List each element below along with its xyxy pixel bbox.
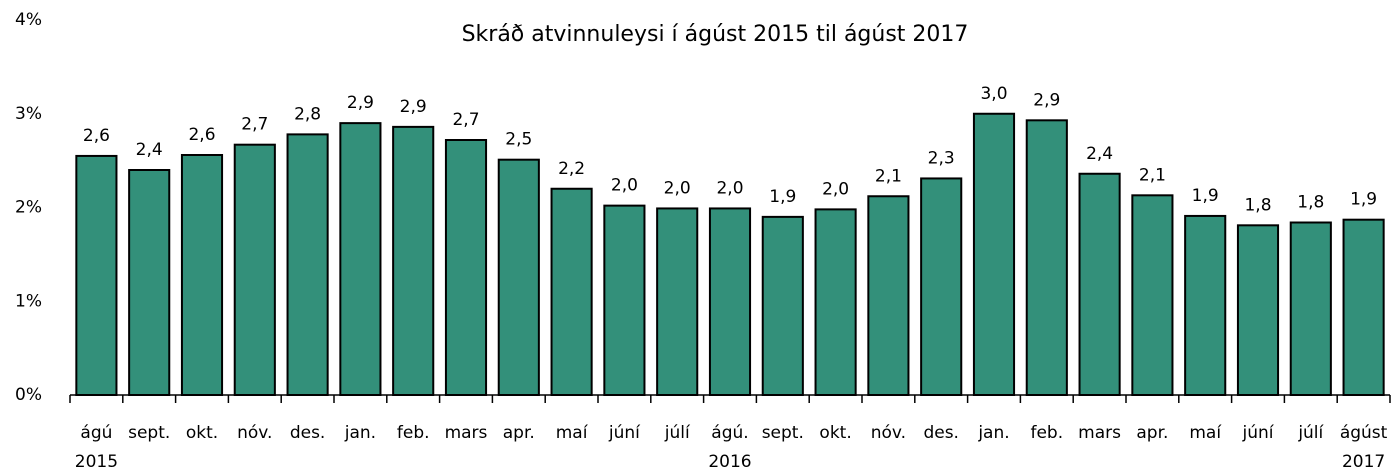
y-tick-label: 3% — [15, 104, 42, 124]
value-label: 2,0 — [664, 178, 691, 198]
year-label: 2015 — [75, 452, 118, 472]
bar — [392, 125, 435, 396]
value-label: 2,4 — [136, 140, 163, 160]
value-label: 2,8 — [294, 104, 321, 124]
bar — [180, 154, 224, 396]
value-label: 2,0 — [716, 178, 743, 198]
bar — [814, 208, 857, 396]
value-label: 2,6 — [188, 125, 215, 145]
year-label: 2016 — [708, 452, 751, 472]
bar — [867, 195, 910, 396]
x-tick-label: feb. — [397, 423, 430, 443]
value-label: 2,6 — [83, 126, 110, 146]
x-tick-label: apr. — [1136, 423, 1168, 443]
value-label: 1,8 — [1244, 195, 1271, 215]
x-tick-label: maí — [1189, 423, 1222, 443]
bar — [761, 215, 804, 396]
x-tick-label: júlí — [664, 423, 691, 443]
value-label: 2,1 — [1139, 165, 1166, 185]
bar — [1236, 224, 1280, 396]
x-tick-label: sept. — [762, 423, 804, 443]
x-tick-label: jan. — [344, 423, 376, 443]
x-tick-label: ágúst — [1340, 423, 1388, 443]
y-tick-label: 2% — [15, 198, 42, 218]
value-label: 2,4 — [1086, 144, 1113, 164]
value-label: 3,0 — [980, 84, 1007, 104]
bar — [233, 143, 276, 396]
x-tick-label: júlí — [1297, 423, 1324, 443]
value-label: 1,9 — [1350, 190, 1377, 210]
value-label: 2,9 — [400, 97, 427, 117]
value-label: 2,5 — [505, 130, 532, 150]
y-tick-label: 1% — [15, 291, 42, 311]
value-label: 2,7 — [452, 110, 479, 130]
bar — [1025, 119, 1068, 396]
bar — [656, 207, 699, 396]
x-tick-label: feb. — [1030, 423, 1063, 443]
bar — [1289, 221, 1332, 396]
value-label: 1,8 — [1297, 193, 1324, 213]
bar — [339, 122, 382, 396]
value-label: 2,9 — [1033, 90, 1060, 110]
x-tick-label: apr. — [503, 423, 535, 443]
chart-title: Skráð atvinnuleysi í ágúst 2015 til ágús… — [462, 22, 969, 47]
x-tick-label: des. — [290, 423, 326, 443]
bar — [1078, 172, 1121, 396]
value-label: 2,0 — [611, 176, 638, 196]
x-tick-label: maí — [556, 423, 589, 443]
value-label: 2,1 — [875, 166, 902, 186]
x-tick-label: mars — [445, 423, 488, 443]
y-tick-label: 0% — [15, 385, 42, 405]
value-label: 1,9 — [769, 187, 796, 207]
bar — [75, 154, 118, 396]
value-label: 2,0 — [822, 179, 849, 199]
bar — [128, 169, 171, 396]
value-label: 1,9 — [1192, 186, 1219, 206]
year-label: 2017 — [1342, 452, 1385, 472]
bar — [1342, 218, 1385, 396]
value-label: 2,7 — [241, 115, 268, 135]
bar — [920, 177, 963, 396]
x-tick-label: des. — [923, 423, 959, 443]
x-tick-label: júní — [1242, 423, 1275, 443]
bar — [286, 133, 329, 396]
bar — [550, 187, 593, 396]
bar — [444, 139, 488, 396]
x-tick-label: okt. — [819, 423, 851, 443]
x-tick-label: okt. — [186, 423, 218, 443]
value-label: 2,9 — [347, 93, 374, 113]
value-label: 2,3 — [928, 148, 955, 168]
bar — [497, 158, 540, 396]
x-tick-label: júní — [608, 423, 641, 443]
x-tick-label: ágú — [80, 423, 112, 443]
x-tick-label: nóv. — [237, 423, 272, 443]
x-tick-label: sept. — [128, 423, 170, 443]
x-tick-label: nóv. — [871, 423, 906, 443]
value-label: 2,2 — [558, 159, 585, 179]
bar — [1184, 214, 1227, 396]
bar — [1131, 194, 1174, 396]
y-tick-label: 4% — [15, 10, 42, 30]
x-tick-label: mars — [1078, 423, 1121, 443]
bar — [708, 207, 752, 396]
bar — [603, 204, 646, 396]
x-tick-label: ágú. — [711, 423, 748, 443]
x-tick-label: jan. — [977, 423, 1009, 443]
bar — [972, 112, 1016, 396]
